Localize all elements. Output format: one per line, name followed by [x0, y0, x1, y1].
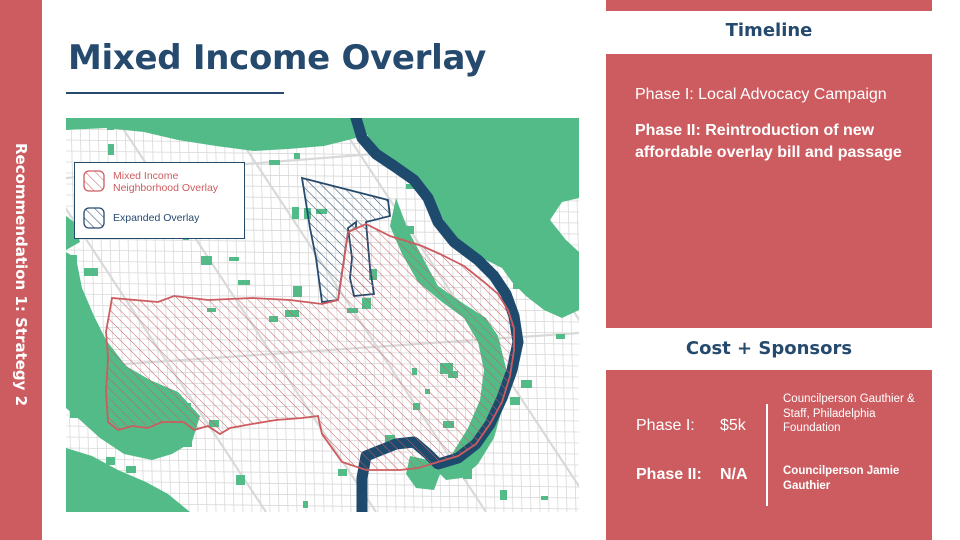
panel-top-strip — [606, 0, 932, 11]
legend-label-mixed-income: Mixed Income Neighborhood Overlay — [113, 170, 219, 194]
small-park — [500, 490, 507, 500]
small-park — [126, 466, 136, 473]
small-park — [520, 220, 526, 230]
small-park — [292, 207, 299, 219]
small-park — [294, 153, 300, 159]
small-park — [70, 411, 79, 418]
cost-row-phase-one: Phase I: $5k — [636, 417, 780, 435]
cost-amount: $5k — [720, 417, 746, 434]
small-park — [490, 174, 500, 185]
small-park — [556, 334, 565, 339]
small-park — [108, 144, 114, 155]
small-park — [97, 407, 105, 411]
small-park — [106, 457, 115, 465]
legend-item-expanded: Expanded Overlay — [83, 207, 199, 229]
small-park — [510, 397, 520, 405]
park-west-edge — [66, 216, 80, 250]
cost-row-phase-two: Phase II: N/A — [636, 466, 780, 484]
small-park — [201, 256, 212, 265]
title-underline — [66, 92, 284, 94]
small-park — [541, 496, 548, 500]
small-park — [70, 255, 77, 267]
sponsor-phase-one: Councilperson Gauthier & Staff, Philadel… — [783, 393, 915, 434]
small-park — [107, 126, 114, 130]
small-park — [442, 169, 449, 175]
mixed-income-swatch-icon — [83, 170, 105, 192]
small-park — [236, 475, 245, 485]
cost-divider — [766, 404, 768, 506]
cost-phase-label: Phase I: — [636, 417, 695, 434]
sponsor-phase-two: Councilperson Jamie Gauthier — [783, 465, 900, 492]
small-park — [181, 436, 192, 447]
small-park — [111, 500, 121, 508]
cost-sponsors-panel: Phase I: $5k Phase II: N/A Councilperson… — [606, 370, 932, 540]
timeline-panel: Phase I: Local Advocacy Campaign Phase I… — [606, 54, 932, 328]
small-park — [263, 130, 272, 136]
small-park — [520, 158, 529, 166]
small-park — [303, 501, 308, 508]
small-park — [229, 257, 239, 261]
overlay-map — [66, 118, 579, 512]
cost-amount: N/A — [720, 466, 748, 483]
timeline-phase-one: Phase I: Local Advocacy Campaign — [635, 86, 887, 103]
small-park — [513, 277, 522, 289]
sidebar-label: Recommendation 1: Strategy 2 — [12, 143, 30, 407]
mixed-income-overlay-area — [105, 223, 515, 471]
small-park — [238, 280, 250, 285]
small-park — [269, 160, 280, 165]
legend-item-mixed-income: Mixed Income Neighborhood Overlay — [83, 170, 244, 194]
small-park — [463, 469, 472, 479]
timeline-phase-two: Phase II: Reintroduction of new affordab… — [635, 122, 902, 161]
small-park — [338, 469, 347, 476]
cost-phase-label: Phase II: — [636, 466, 702, 483]
small-park — [406, 184, 417, 189]
street-line — [66, 458, 579, 466]
street-line — [66, 480, 579, 488]
small-park — [521, 380, 532, 388]
cost-sponsors-heading: Cost + Sponsors — [685, 338, 853, 359]
street-line — [66, 469, 579, 477]
page-title: Mixed Income Overlay — [68, 38, 486, 78]
small-park — [84, 268, 98, 276]
park-northwest — [66, 118, 371, 151]
small-park — [81, 351, 88, 357]
legend-label-expanded: Expanded Overlay — [113, 212, 200, 224]
small-park — [106, 476, 114, 483]
expanded-swatch-icon — [83, 207, 105, 229]
small-park — [551, 191, 557, 199]
park-river-east — [362, 118, 579, 318]
small-park — [293, 286, 302, 297]
sidebar-strip: Recommendation 1: Strategy 2 — [0, 0, 42, 540]
small-park — [148, 118, 160, 123]
small-park — [225, 126, 232, 134]
map-legend: Mixed Income Neighborhood Overlay Expand… — [74, 162, 245, 239]
park-south — [66, 448, 190, 512]
small-park — [405, 226, 414, 234]
timeline-heading: Timeline — [725, 20, 813, 41]
